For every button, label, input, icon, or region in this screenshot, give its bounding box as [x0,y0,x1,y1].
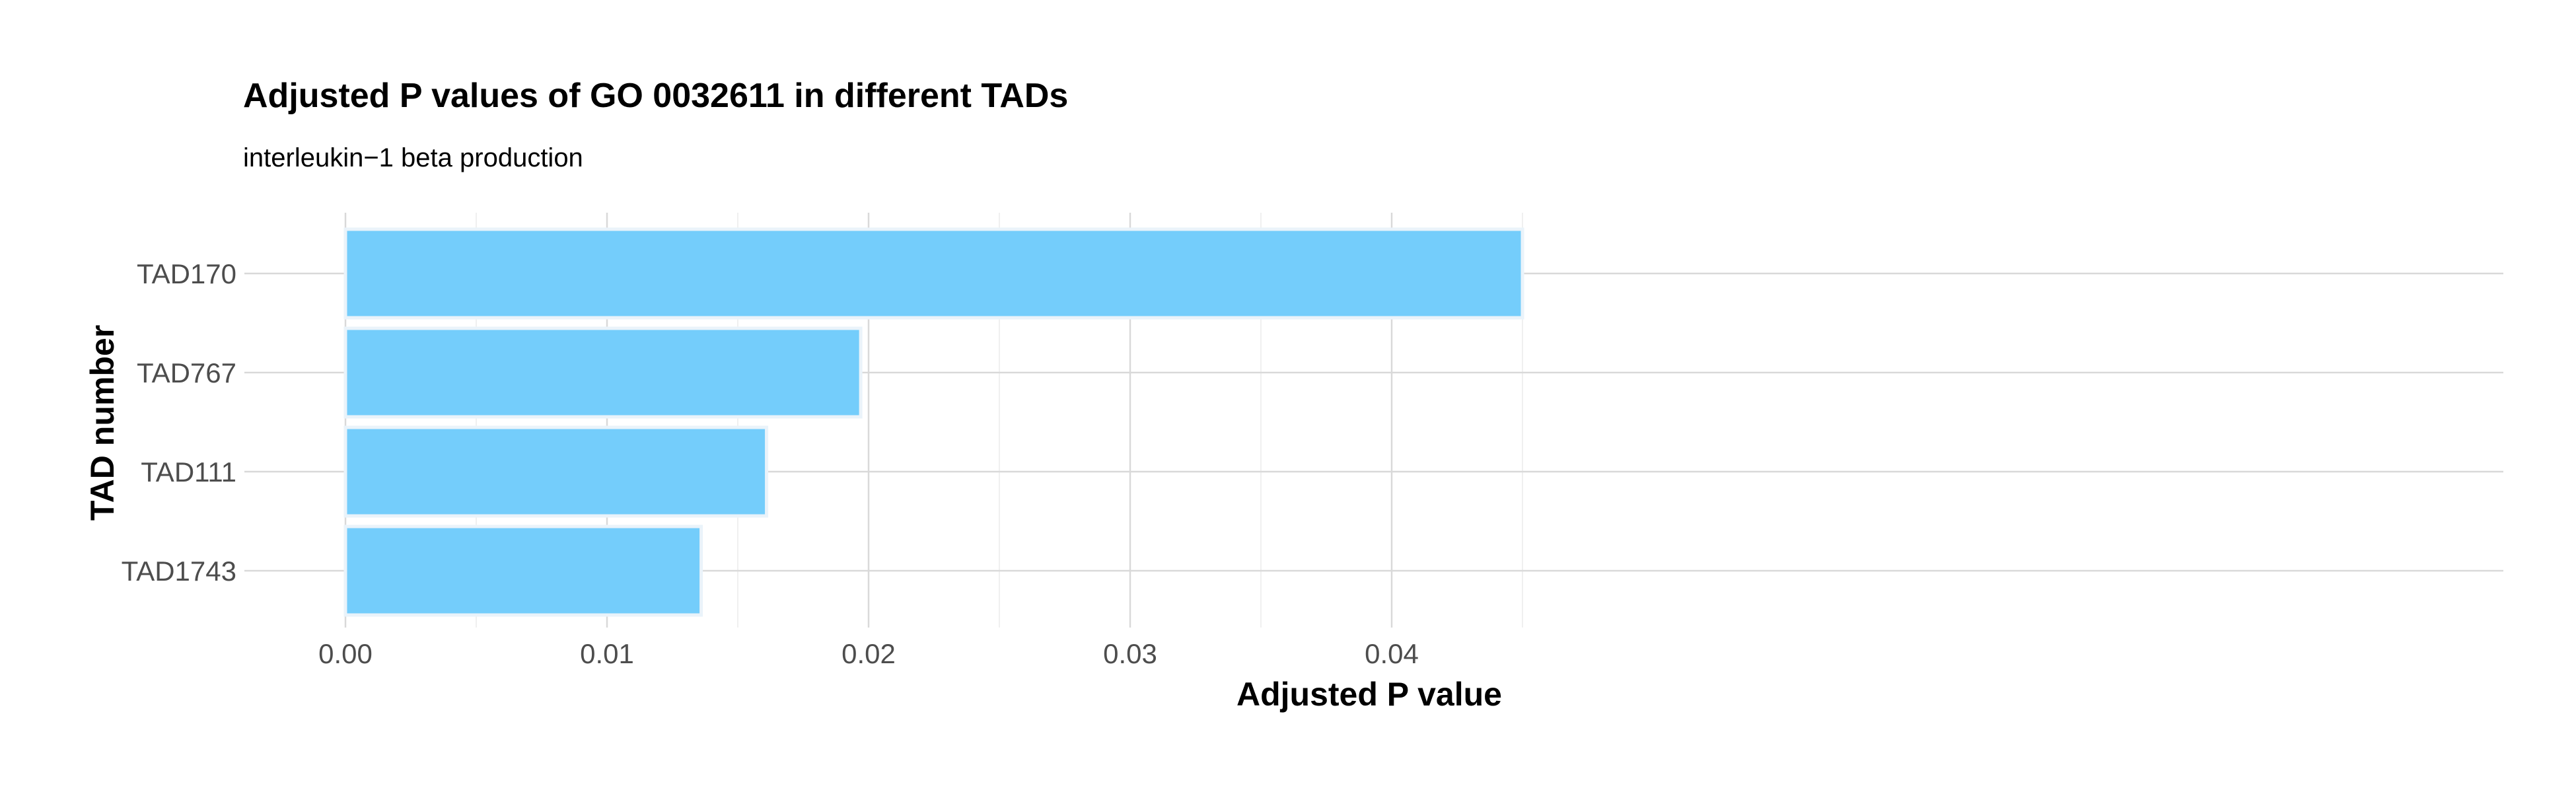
bars [343,227,1524,617]
x-axis-ticks: 0.00 0.01 0.02 0.03 0.04 [318,638,1419,669]
y-tick-label: TAD170 [137,258,236,289]
y-tick-label: TAD1743 [122,556,236,587]
chart-title: Adjusted P values of GO 0032611 in diffe… [243,77,1068,115]
bar-tad767 [343,326,863,419]
x-axis-title: Adjusted P value [1236,676,1502,713]
y-axis-ticks: TAD170 TAD767 TAD111 TAD1743 [122,258,236,587]
bar-tad170 [343,227,1524,320]
x-tick-label: 0.04 [1365,638,1419,669]
y-axis-title: TAD number [84,325,121,521]
bar-tad1743 [343,525,703,617]
bar-tad111 [343,425,769,518]
chart-subtitle: interleukin−1 beta production [243,143,583,172]
x-tick-label: 0.01 [580,638,634,669]
x-tick-label: 0.03 [1103,638,1157,669]
x-tick-label: 0.02 [841,638,896,669]
x-tick-label: 0.00 [318,638,373,669]
y-tick-label: TAD111 [141,456,236,488]
y-tick-label: TAD767 [137,357,236,388]
